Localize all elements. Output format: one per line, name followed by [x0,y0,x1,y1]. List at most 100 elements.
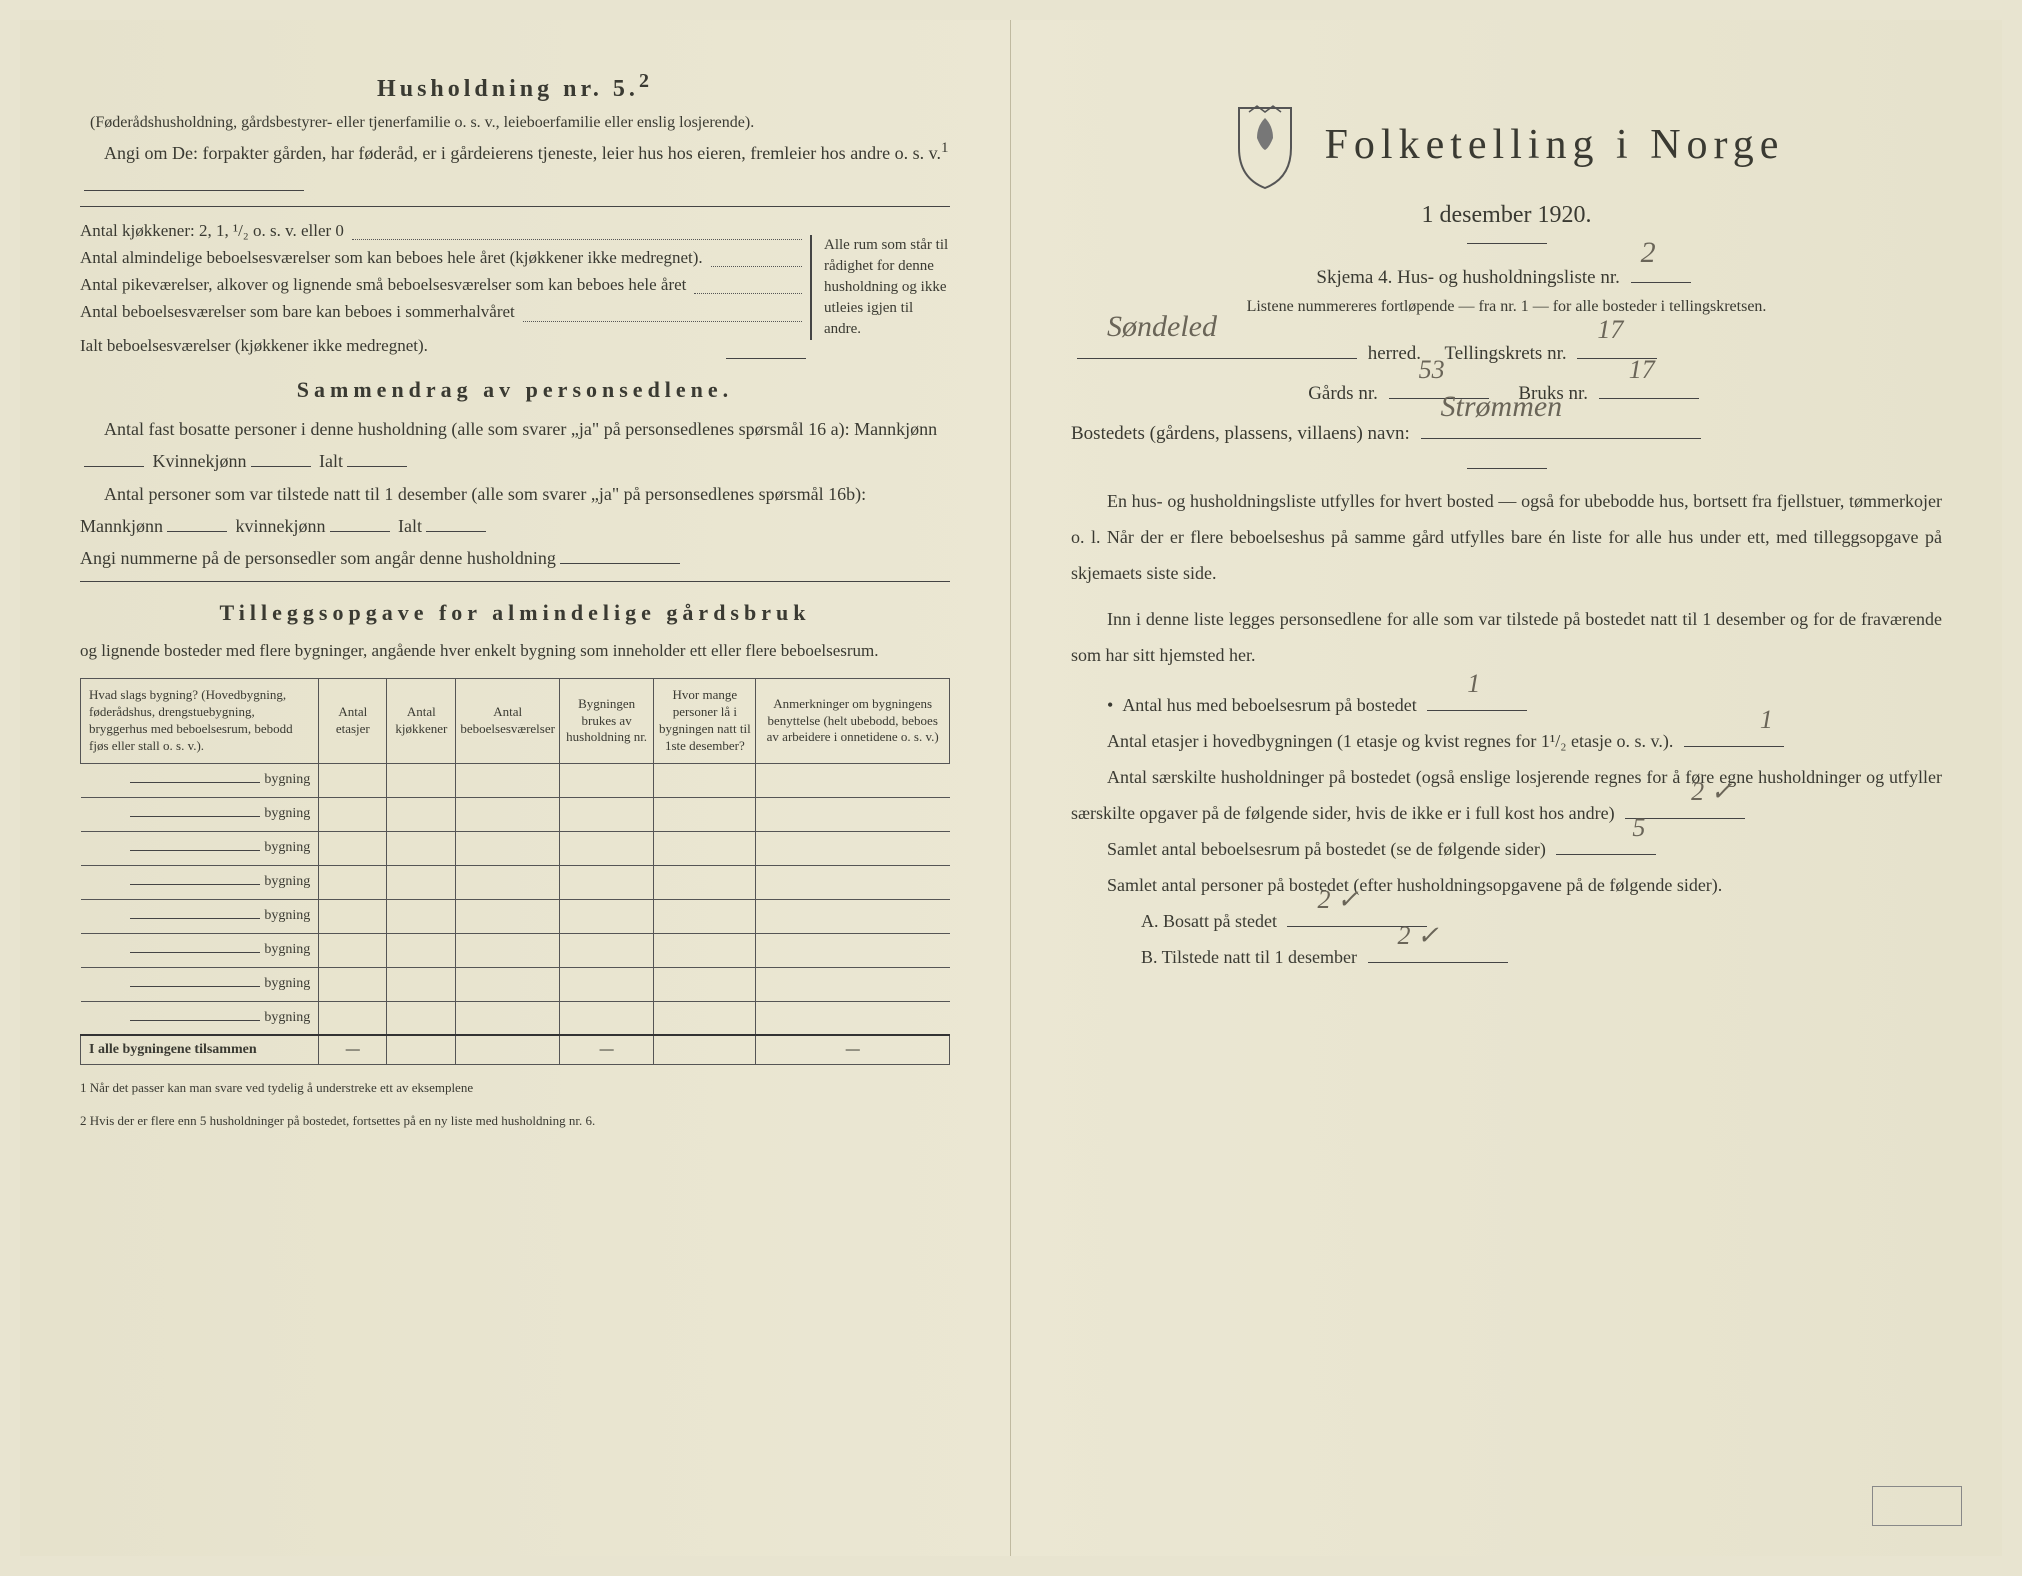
coat-of-arms-icon [1229,100,1301,190]
s2c: Ialt [398,516,422,536]
table-footer: I alle bygningene tilsammen — — — [81,1035,950,1065]
bygning-label: bygning [264,840,310,855]
printer-stamp [1872,1486,1962,1526]
th-household: Bygningen brukes av husholdning nr. [559,679,653,764]
dash: — [756,1035,950,1065]
rooms1-label: Antal almindelige beboelsesværelser som … [80,244,703,271]
brace-note: Alle rum som står til rådighet for denne… [810,235,950,340]
rooms-total-label: Ialt beboelsesværelser (kjøkkener ikke m… [80,332,428,359]
s2b: kvinnekjønn [236,516,326,536]
skjema-label: Skjema 4. Hus- og husholdningsliste nr. [1316,267,1619,288]
footnote-2: 2 Hvis der er flere enn 5 husholdninger … [80,1112,950,1130]
table-row: bygning [81,865,950,899]
skjema-nr-value: 2 [1641,221,1656,284]
herred-line: Søndeled herred. Tellingskrets nr. 17 [1071,334,1942,374]
kitchen-label: Antal kjøkkener: 2, 1, ¹/₂ o. s. v. elle… [80,217,344,244]
h-body1-text: Angi om De: forpakter gården, har føderå… [104,143,941,163]
bygning-label: bygning [264,1010,310,1025]
footnote-1: 1 Når det passer kan man svare ved tydel… [80,1079,950,1097]
bullet-line: • Antal hus med beboelsesrum på bostedet… [1071,687,1942,723]
bosted-label: Bostedets (gårdens, plassens, villaens) … [1071,423,1410,444]
header-block: Folketelling i Norge [1071,100,1942,190]
a-line: A. Bosatt på stedet 2 ✓ [1071,903,1942,939]
summary-line1: Antal fast bosatte personer i denne hush… [80,413,950,478]
bullet-label: Antal hus med beboelsesrum på bostedet [1122,695,1416,715]
samlet2-line: Samlet antal personer på bostedet (efter… [1071,867,1942,903]
dash: — [319,1035,387,1065]
s1b: Kvinnekjønn [153,451,247,471]
table-row: bygning [81,797,950,831]
rooms2-label: Antal pikeværelser, alkover og lignende … [80,271,686,298]
hush-value: 2 ✓ [1655,766,1732,818]
tillegg-title: Tilleggsopgave for almindelige gårdsbruk [80,600,950,626]
para2: Inn i denne liste legges personsedlene f… [1071,601,1942,673]
s2a: Antal personer som var tilstede natt til… [80,484,866,536]
divider-2 [1467,468,1547,469]
table-row: bygning [81,933,950,967]
hush-line: Antal særskilte husholdninger på bostede… [1071,759,1942,831]
household-subtitle: (Føderådshusholdning, gårdsbestyrer- ell… [80,111,950,135]
table-row: bygning [81,967,950,1001]
census-title: Folketelling i Norge [1325,121,1785,169]
left-page: Husholdning nr. 5.2 (Føderådshusholdning… [20,20,1011,1556]
krets-value: 17 [1597,303,1623,358]
buildings-table: Hvad slags bygning? (Hovedbygning, føder… [80,678,950,1065]
tillegg-sub: og lignende bosteder med flere bygninger… [80,636,950,667]
bygning-label: bygning [264,942,310,957]
bruks-value: 17 [1629,343,1655,398]
samlet1-line: Samlet antal beboelsesrum på bostedet (s… [1071,831,1942,867]
rooms-section: Antal kjøkkener: 2, 1, ¹/₂ o. s. v. elle… [80,217,950,359]
samlet1-value: 5 [1596,802,1645,854]
divider [1467,243,1547,244]
etasjer-value: 1 [1724,694,1773,746]
th-persons: Hvor mange personer lå i bygningen natt … [654,679,756,764]
table-row: bygning [81,899,950,933]
th-kitchens: Antal kjøkkener [387,679,456,764]
etasjer-label: Antal etasjer i hovedbygningen (1 etasje… [1107,731,1673,751]
table-row: bygning [81,831,950,865]
krets-label: Tellingskrets nr. [1444,343,1566,364]
summary-line2: Antal personer som var tilstede natt til… [80,478,950,543]
dash: — [559,1035,653,1065]
th-floors: Antal etasjer [319,679,387,764]
s1c: Ialt [319,451,343,471]
bygning-label: bygning [264,772,310,787]
bygning-label: bygning [264,908,310,923]
right-page: Folketelling i Norge 1 desember 1920. Sk… [1011,20,2002,1556]
household-body1: Angi om De: forpakter gården, har føderå… [80,135,950,202]
s3: Angi nummerne på de personsedler som ang… [80,548,556,568]
herred-label: herred. [1368,343,1421,364]
bygning-label: bygning [264,976,310,991]
th-rooms: Antal beboelsesværelser [456,679,560,764]
th-type: Hvad slags bygning? (Hovedbygning, føder… [81,679,319,764]
s1a: Antal fast bosatte personer i denne hush… [104,419,937,439]
bosted-value: Strømmen [1441,375,1563,438]
shield-svg [1229,100,1301,190]
a-label: A. Bosatt på stedet [1141,911,1277,931]
etasjer-line: Antal etasjer i hovedbygningen (1 etasje… [1071,723,1942,759]
table-row: bygning [81,763,950,797]
h-body1-sup: 1 [941,140,949,156]
bosted-line: Bostedets (gårdens, plassens, villaens) … [1071,414,1942,454]
bygning-label: bygning [264,806,310,821]
buildings-tbody: bygning bygning bygning bygning bygning … [81,763,950,1035]
bullet-value: 1 [1467,658,1480,710]
h-title-text: Husholdning nr. 5. [377,76,639,102]
a-value: 2 ✓ [1317,874,1358,926]
summary-title: Sammendrag av personsedlene. [80,377,950,403]
census-document: Husholdning nr. 5.2 (Føderådshusholdning… [20,20,2002,1556]
household-title: Husholdning nr. 5.2 [80,70,950,103]
b-label: B. Tilstede natt til 1 desember [1141,947,1357,967]
skjema-line: Skjema 4. Hus- og husholdningsliste nr. … [1071,258,1942,298]
b-line: B. Tilstede natt til 1 desember 2 ✓ [1071,939,1942,975]
para1: En hus- og husholdningsliste utfylles fo… [1071,483,1942,591]
herred-value: Søndeled [1107,295,1217,358]
tfoot-label: I alle bygningene tilsammen [81,1035,319,1065]
census-date: 1 desember 1920. [1071,202,1942,229]
gards-label: Gårds nr. [1308,383,1378,404]
th-notes: Anmerkninger om bygningens benyttelse (h… [756,679,950,764]
rooms3-label: Antal beboelsesværelser som bare kan beb… [80,298,515,325]
b-value: 2 ✓ [1398,910,1439,962]
bygning-label: bygning [264,874,310,889]
samlet1-label: Samlet antal beboelsesrum på bostedet (s… [1107,839,1546,859]
